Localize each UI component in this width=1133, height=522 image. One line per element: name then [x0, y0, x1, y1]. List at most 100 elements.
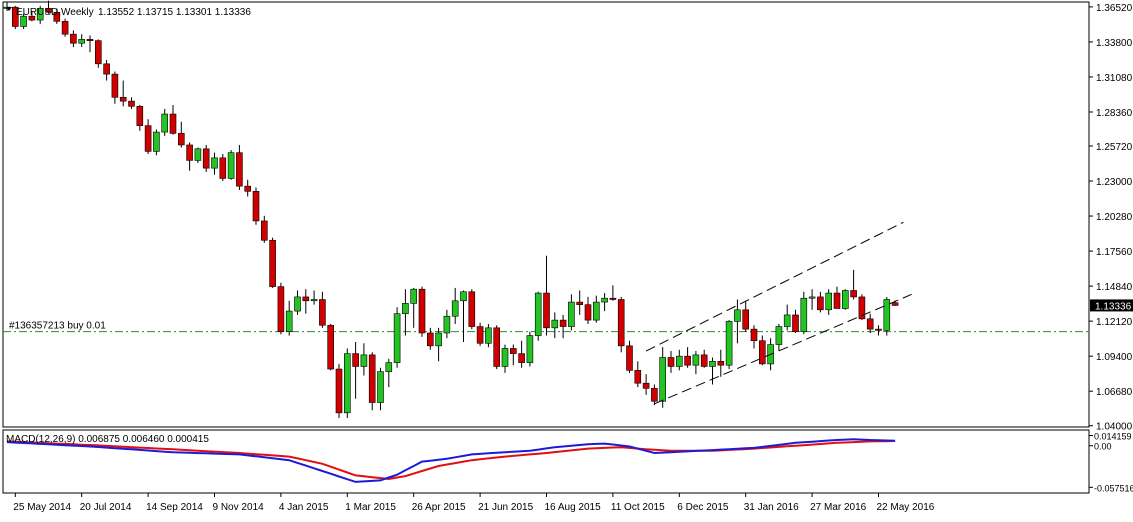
candle: [617, 296, 625, 353]
candle-body-bear: [543, 292, 550, 329]
candle-body-bear: [335, 368, 343, 414]
candle-body-bear: [319, 299, 326, 326]
time-tick-label: 9 Nov 2014: [213, 502, 265, 513]
candle: [725, 320, 733, 370]
time-tick-label: 4 Jan 2015: [279, 502, 329, 513]
price-tick-label: 1.06680: [1096, 387, 1133, 398]
candle-body-bear: [875, 328, 882, 331]
current-price-label: 1.13336: [1095, 301, 1132, 312]
candle: [119, 80, 127, 107]
candle: [667, 351, 675, 373]
channel-lower-line[interactable]: [654, 293, 912, 405]
candle-body-bear: [236, 152, 243, 187]
candle: [418, 286, 426, 337]
trend-channel[interactable]: [645, 221, 912, 405]
candle-body-bull: [526, 335, 534, 363]
candle: [285, 300, 293, 336]
candle-body-bear: [584, 304, 592, 321]
candle: [343, 348, 351, 418]
time-tick-label: 27 Mar 2016: [810, 502, 867, 513]
candle-body-bear: [119, 97, 127, 102]
candle: [742, 300, 750, 332]
candle-body-bull: [343, 353, 351, 414]
macd-tick-label: 0.014159: [1094, 431, 1132, 441]
time-tick-label: 6 Dec 2015: [677, 502, 729, 513]
candle: [476, 322, 484, 346]
candle-body-bear: [169, 113, 177, 134]
candle-body-bull: [285, 310, 293, 332]
candle: [236, 144, 243, 191]
candle-body-bull: [501, 348, 509, 367]
candle: [808, 289, 816, 310]
candle: [875, 325, 882, 336]
candle-body-bear: [609, 297, 617, 300]
price-axis: 1.36520 1.33800 1.31080 1.28360 1.25720 1.230…: [1089, 3, 1133, 433]
candle: [501, 344, 509, 373]
candle: [111, 71, 119, 104]
candle-body-bear: [684, 355, 691, 366]
candle: [601, 293, 608, 312]
candle: [750, 325, 758, 349]
candle: [360, 343, 368, 376]
candle-body-bear: [559, 319, 567, 327]
candle: [302, 289, 310, 314]
candle-body-bear: [576, 301, 584, 305]
macd-tick-label: -0.057516: [1094, 483, 1133, 493]
candle-body-bull: [460, 291, 467, 302]
candle-body-bull: [734, 309, 741, 322]
candle-body-bear: [12, 6, 19, 27]
candle: [642, 374, 650, 395]
triangle-down-icon[interactable]: [6, 7, 12, 11]
candle-body-bull: [675, 355, 683, 367]
time-tick-label: 11 Oct 2015: [611, 502, 665, 513]
chart-symbol: EURUSD,Weekly: [16, 7, 94, 18]
candle: [866, 313, 874, 333]
candle-body-bear: [95, 40, 102, 65]
candle-body-bear: [260, 220, 268, 241]
candle: [800, 291, 808, 335]
candle-body-bear: [28, 15, 36, 21]
candle: [169, 105, 177, 135]
candle: [568, 294, 575, 331]
candle-body-bull: [310, 299, 318, 302]
candle: [12, 5, 19, 30]
candle-body-bear: [642, 382, 650, 389]
candle: [559, 314, 567, 339]
candle-body-bear: [651, 388, 658, 402]
candle-body-bear: [509, 348, 517, 354]
candle: [659, 347, 667, 408]
candle-body-bull: [227, 152, 235, 179]
candle-body-bull: [601, 297, 608, 303]
candle-body-bear: [269, 239, 276, 287]
candle-body-bull: [153, 131, 160, 152]
price-tick-label: 1.33800: [1096, 38, 1133, 49]
candle: [634, 361, 642, 388]
price-tick-label: 1.31080: [1096, 73, 1133, 84]
candle: [277, 282, 285, 335]
candle: [734, 299, 741, 344]
price-tick-label: 1.14840: [1096, 282, 1133, 293]
candle-body-bear: [86, 39, 94, 41]
macd-label: MACD(12,26,9) 0.006875 0.006460 0.000415: [6, 434, 209, 445]
candle-body-bear: [742, 309, 750, 330]
candle: [385, 358, 393, 388]
candle: [609, 285, 617, 301]
candle-body-bull: [592, 301, 600, 321]
candle-body-bear: [277, 286, 285, 332]
candle: [717, 349, 725, 377]
candle-body-bull: [393, 313, 401, 363]
candle: [327, 323, 335, 371]
candle: [825, 289, 833, 315]
candle-body-bear: [792, 314, 799, 332]
time-tick-label: 16 Aug 2015: [545, 502, 602, 513]
candle: [626, 340, 633, 373]
price-pane-border: [2, 1, 1090, 428]
price-tick-label: 1.23000: [1096, 177, 1133, 188]
candle-body-bear: [758, 340, 766, 365]
channel-upper-line[interactable]: [645, 221, 904, 352]
candle-body-bear: [717, 361, 725, 366]
